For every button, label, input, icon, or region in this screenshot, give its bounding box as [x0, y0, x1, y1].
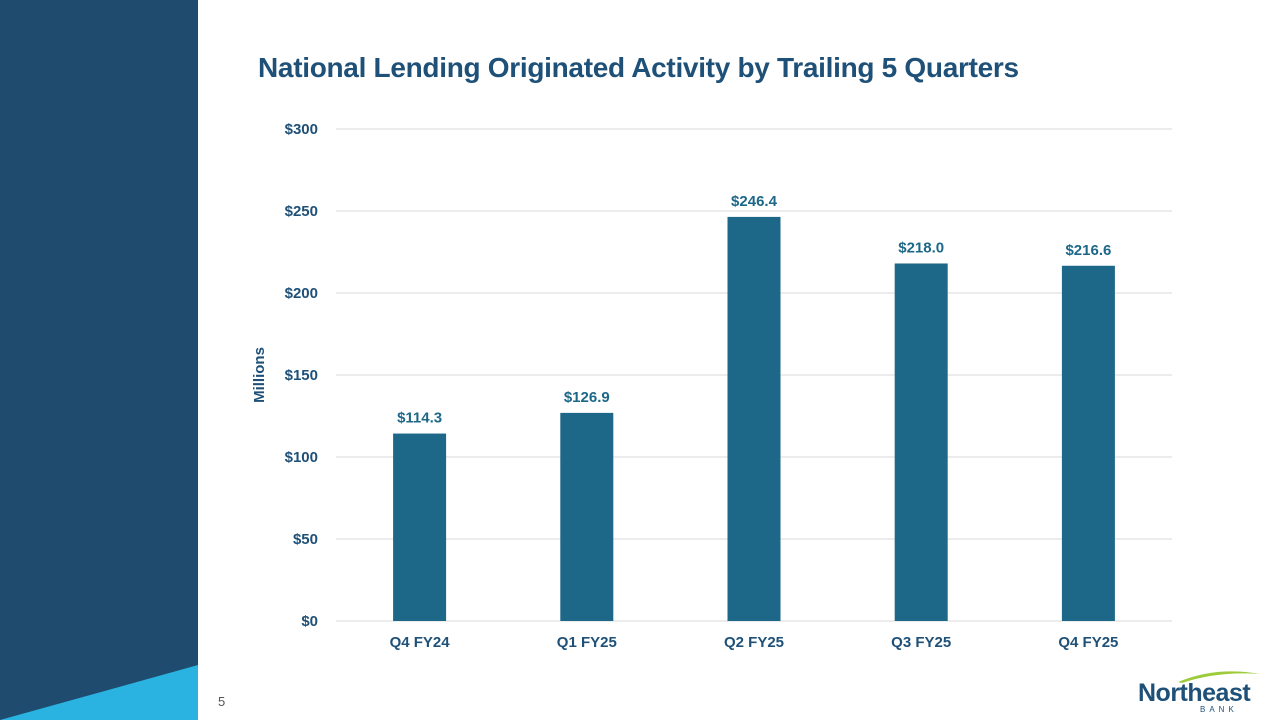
sidebar-accent: [0, 665, 198, 720]
y-tick-label: $300: [285, 121, 318, 138]
y-tick-label: $0: [301, 613, 318, 630]
sidebar-panel: [0, 0, 198, 720]
x-tick-label: Q1 FY25: [557, 634, 617, 651]
bar-chart: $0 $50 $100 $150 $200 $250 $300 Millions $114.3 Q…: [251, 121, 1172, 651]
y-tick-label: $50: [293, 531, 318, 548]
x-tick-label: Q4 FY24: [390, 634, 451, 651]
y-tick-label: $200: [285, 285, 318, 302]
data-label: $126.9: [564, 389, 610, 406]
bar: [894, 263, 948, 621]
bar: [727, 216, 781, 621]
x-tick-label: Q2 FY25: [724, 634, 784, 651]
logo-subtitle: BANK: [1200, 705, 1238, 714]
bar: [393, 433, 447, 621]
sidebar-decoration: [0, 0, 198, 720]
logo-swoosh-icon: [1178, 671, 1260, 683]
data-label: $218.0: [898, 239, 944, 256]
y-tick-label: $100: [285, 449, 318, 466]
logo-wordmark: Northeast: [1138, 679, 1251, 707]
bar: [1061, 265, 1115, 621]
data-label: $246.4: [731, 193, 778, 210]
data-label: $216.6: [1065, 242, 1111, 259]
x-tick-label: Q4 FY25: [1058, 634, 1118, 651]
data-label: $114.3: [397, 410, 442, 427]
y-axis-label: Millions: [251, 347, 268, 403]
x-tick-label: Q3 FY25: [891, 634, 951, 651]
bar: [560, 412, 614, 621]
chart-title: National Lending Originated Activity by …: [258, 52, 1019, 83]
northeast-bank-logo: Northeast BANK: [1136, 668, 1264, 718]
y-tick-label: $150: [285, 367, 318, 384]
page-number: 5: [218, 694, 226, 709]
y-tick-label: $250: [285, 203, 318, 220]
